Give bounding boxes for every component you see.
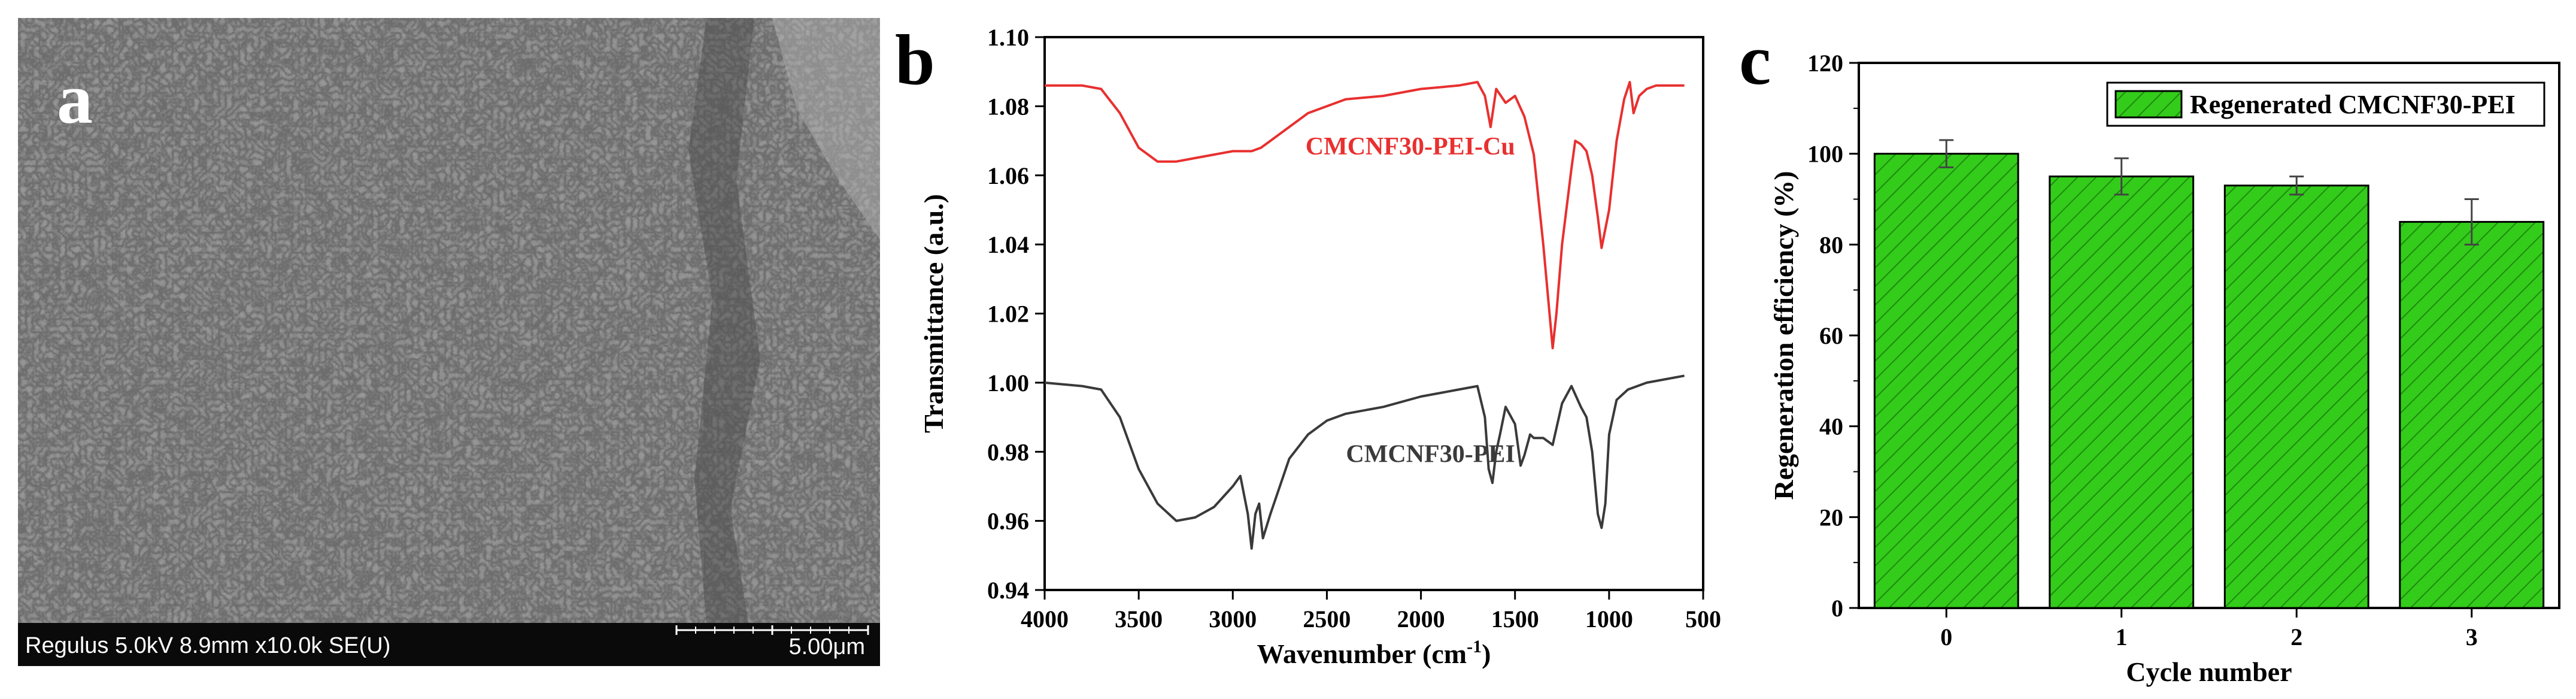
panel-c: c 0 1 2 3 0 20 40 60 80 100 120 Regenerated CMCNF3…	[1739, 20, 2560, 687]
panel-letter-b: b	[895, 20, 935, 99]
series-line-cmcnf30-pei-cu	[1045, 81, 1685, 350]
x-tick-label-b: 3500	[1115, 606, 1163, 633]
y-tick-label-b: 1.10	[987, 24, 1029, 51]
x-tick-label-c: 2	[2290, 624, 2302, 650]
y-tick-label-c: 80	[1819, 231, 1843, 258]
bar-cycle-2	[2223, 184, 2369, 609]
y-tick-label-b: 1.06	[987, 162, 1029, 189]
legend-swatch	[2114, 90, 2183, 119]
y-tick-label-b: 0.96	[987, 508, 1029, 535]
series-label-cmcnf30-pei-cu: CMCNF30-PEI-Cu	[1306, 133, 1515, 161]
panel-a: Regulus 5.0kV 8.9mm x10.0k SE(U) 5.00μm …	[18, 18, 880, 666]
bar-cycle-1	[2049, 175, 2195, 609]
sem-image	[18, 18, 880, 623]
sem-scale-bar	[675, 625, 869, 635]
x-tick-label-c: 1	[2116, 624, 2128, 650]
legend-label: Regenerated CMCNF30-PEI	[2190, 90, 2516, 119]
series-label-cmcnf30-pei: CMCNF30-PEI	[1346, 441, 1515, 468]
series-line-cmcnf30-pei	[1044, 374, 1685, 550]
x-tick-label-c: 3	[2466, 624, 2478, 650]
bar-cycle-3	[2399, 220, 2545, 609]
y-axis-title-c: Regeneration efficiency (%)	[1768, 171, 1799, 500]
y-tick-label-c: 120	[1807, 50, 1843, 77]
panel-letter-c: c	[1739, 20, 1771, 99]
panel-letter-a: a	[57, 59, 93, 138]
x-tick-label-b: 3000	[1209, 606, 1257, 633]
x-axis-title-b-sup: -1	[1467, 637, 1482, 656]
x-tick-label-b: 1000	[1585, 606, 1633, 633]
y-tick-label-c: 0	[1831, 595, 1843, 622]
x-tick-label-b: 1500	[1491, 606, 1539, 633]
y-tick-label-b: 0.98	[987, 438, 1029, 465]
y-tick-label-c: 40	[1819, 413, 1843, 440]
x-axis-title-b: Wavenumber (cm-1)	[1257, 637, 1491, 669]
y-tick-label-b: 1.02	[987, 301, 1029, 328]
panel-b: b 4000 3500 3000 2500 2000 1500 1000 500 0.94 0.9…	[895, 20, 1721, 669]
sem-scale-label: 5.00μm	[788, 634, 865, 659]
x-tick-label-c: 0	[1940, 624, 1952, 650]
y-tick-label-c: 20	[1819, 504, 1843, 531]
x-axis-title-b-close: )	[1482, 639, 1491, 669]
bar-cycle-0	[1873, 153, 2019, 609]
y-tick-label-b: 1.00	[987, 370, 1029, 397]
y-tick-label-c: 60	[1819, 322, 1843, 349]
x-tick-label-b: 500	[1685, 606, 1721, 633]
y-tick-label-b: 1.08	[987, 93, 1029, 120]
sem-info-text: Regulus 5.0kV 8.9mm x10.0k SE(U)	[25, 633, 390, 658]
legend-c: Regenerated CMCNF30-PEI	[2106, 81, 2545, 127]
y-tick-label-b: 0.94	[987, 577, 1029, 604]
x-tick-label-b: 4000	[1021, 606, 1069, 633]
x-axis-title-b-main: Wavenumber (cm	[1257, 639, 1467, 669]
x-tick-label-b: 2000	[1397, 606, 1445, 633]
y-tick-label-b: 1.04	[987, 231, 1029, 258]
y-tick-label-c: 100	[1807, 141, 1843, 168]
y-axis-title-b: Transmittance (a.u.)	[918, 194, 949, 433]
x-axis-title-c: Cycle number	[2126, 656, 2292, 687]
x-tick-label-b: 2500	[1303, 606, 1351, 633]
